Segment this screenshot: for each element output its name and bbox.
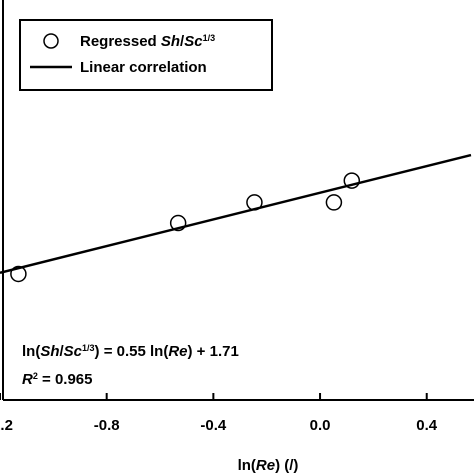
text-part: Sc xyxy=(64,343,83,360)
text-part: Re xyxy=(256,457,275,474)
fit-line xyxy=(0,153,472,274)
x-tick-label: 0.0 xyxy=(310,417,331,434)
text-part: 2 xyxy=(33,371,38,381)
text-part: Sc xyxy=(184,33,203,50)
text-part: ) + 1.71 xyxy=(188,343,239,360)
text-part: / xyxy=(60,343,65,360)
text-part: ) (/) xyxy=(275,457,298,474)
text-part: Re xyxy=(168,343,187,360)
text-part: 1/3 xyxy=(82,343,95,353)
annotation: R2 = 0.965 xyxy=(22,371,93,388)
text-part: ln( xyxy=(22,343,40,360)
text-part: 1/3 xyxy=(203,33,216,43)
legend-label: Regressed Sh/Sc1/3 xyxy=(80,33,215,50)
text-part: = 0.965 xyxy=(38,371,93,388)
point xyxy=(10,265,27,283)
text-part: / xyxy=(180,33,185,50)
text-part: R xyxy=(22,371,33,388)
text-part: ) = 0.55 ln( xyxy=(95,343,169,360)
x-tick-label: -1.2 xyxy=(0,417,13,434)
text-part: Linear correlation xyxy=(80,59,207,76)
x-tick-label: -0.8 xyxy=(94,417,120,434)
x-axis-label: ln(Re) (/) xyxy=(238,457,299,474)
point xyxy=(169,214,187,232)
legend-box xyxy=(19,19,273,91)
point xyxy=(343,172,361,189)
text-part: ln( xyxy=(238,457,256,474)
x-tick-label: 0.4 xyxy=(416,417,438,434)
x-tick-label: -0.4 xyxy=(200,417,227,434)
annotation: ln(Sh/Sc1/3) = 0.55 ln(Re) + 1.71 xyxy=(22,343,239,360)
legend-label: Linear correlation xyxy=(80,59,207,76)
text-part: Sh xyxy=(40,343,59,360)
text-part: Sh xyxy=(161,33,180,50)
point xyxy=(325,194,343,211)
legend-marker xyxy=(43,33,59,49)
text-part: Regressed xyxy=(80,33,161,50)
